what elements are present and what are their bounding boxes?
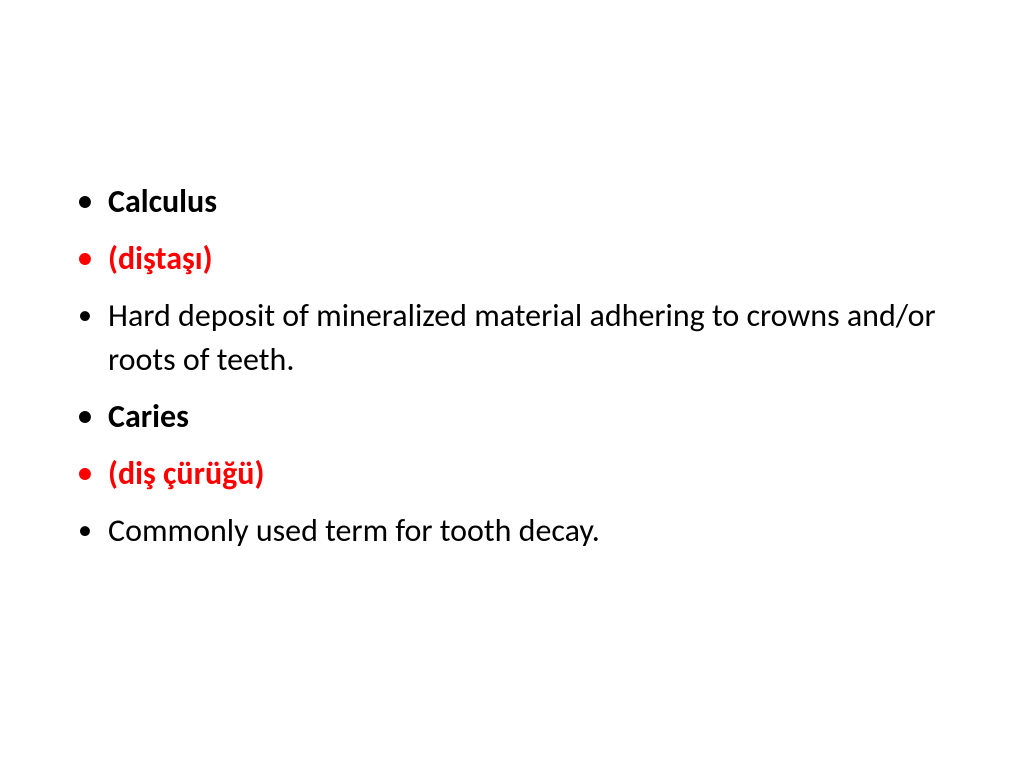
list-item-text: Commonly used term for tooth decay. [108,511,600,550]
list-item-text: Calculus [108,182,217,221]
list-item: (diştaşı) [70,237,954,280]
list-item: Hard deposit of mineralized material adh… [70,294,954,380]
list-item-text: (diştaşı) [108,239,213,278]
slide-bullet-list: Calculus (diştaşı) Hard deposit of miner… [70,180,954,552]
list-item: Calculus [70,180,954,223]
list-item: Commonly used term for tooth decay. [70,509,954,552]
list-item: Caries [70,395,954,438]
list-item-text: (diş çürüğü) [108,454,264,493]
list-item-text: Caries [108,397,189,436]
list-item-text: Hard deposit of mineralized material adh… [108,296,936,378]
list-item: (diş çürüğü) [70,452,954,495]
